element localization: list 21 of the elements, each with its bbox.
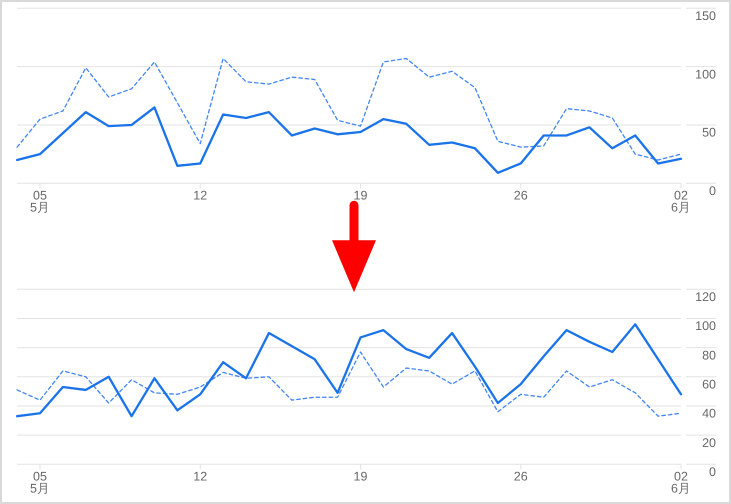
x-tick-label: 05 5月 — [30, 188, 50, 214]
x-tick-label: 05 5月 — [30, 469, 50, 496]
y-tick-label: 100 — [695, 67, 716, 82]
x-tick-label: 12 — [193, 469, 208, 484]
x-tick-label: 12 — [193, 188, 208, 202]
x-tick-label: 19 — [354, 188, 368, 202]
y-tick-label: 50 — [702, 126, 716, 140]
x-tick-label: 26 — [514, 469, 528, 484]
x-tick-label: 26 — [514, 188, 528, 202]
y-tick-label: 120 — [695, 290, 716, 304]
y-tick-label: 40 — [702, 406, 716, 421]
x-tick-label: 19 — [354, 469, 368, 484]
y-tick-label: 150 — [695, 9, 716, 23]
y-tick-label: 20 — [702, 436, 716, 450]
y-tick-label: 0 — [709, 184, 716, 198]
y-tick-label: 0 — [709, 465, 716, 479]
y-tick-label: 80 — [702, 348, 716, 362]
y-tick-label: 100 — [695, 319, 716, 334]
y-tick-label: 60 — [702, 378, 716, 392]
x-tick-label: 02 6月 — [671, 469, 691, 496]
x-tick-label: 02 6月 — [671, 188, 691, 214]
